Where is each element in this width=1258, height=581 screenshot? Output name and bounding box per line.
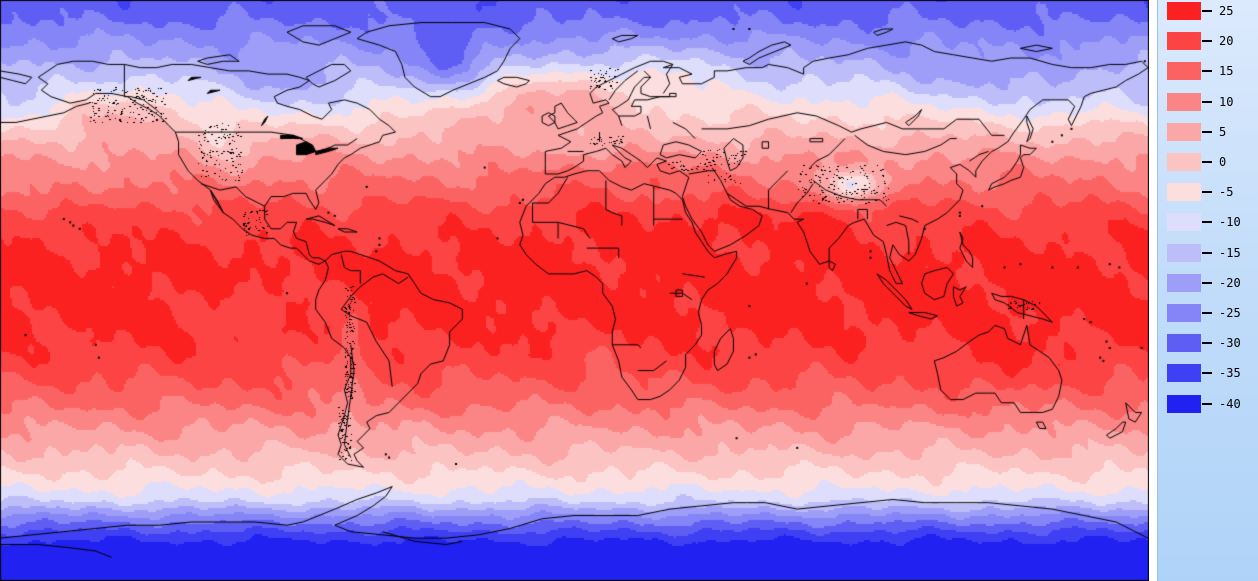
legend-label: -35 [1219,366,1241,381]
legend-swatch [1167,364,1201,383]
colorbar-legend: 25 20 15 10 5 0 -5 -10 -15 -20 -25 -30 -35 -40 [1157,0,1258,581]
legend-swatch [1167,183,1201,202]
legend-label: 5 [1219,124,1227,139]
legend-tick [1202,40,1212,43]
legend-label: 15 [1219,64,1234,79]
legend-swatch [1167,243,1201,262]
legend-label: 25 [1219,4,1234,18]
legend-entry-0: 0 [1167,153,1226,171]
legend-swatch [1167,2,1201,20]
legend-label: -10 [1219,215,1241,230]
legend-swatch [1167,153,1201,171]
legend-swatch [1167,304,1201,322]
legend-swatch [1167,122,1201,141]
legend-tick [1202,130,1212,133]
legend-tick [1202,251,1212,254]
legend-tick [1202,100,1212,103]
legend-tick [1202,402,1212,405]
legend-tick [1202,312,1212,314]
legend-tick [1202,161,1212,163]
legend-swatch [1167,273,1201,292]
legend-tick [1202,191,1212,194]
legend-swatch [1167,394,1201,413]
legend-entry-10: 10 [1167,92,1234,111]
legend-label: 10 [1219,94,1234,109]
legend-entry-25: 25 [1167,2,1233,20]
legend-tick [1202,342,1212,345]
legend-entry-5: 5 [1167,122,1227,141]
legend-entry--30: -30 [1167,334,1241,353]
legend-label: -20 [1219,275,1241,290]
legend-swatch [1167,32,1201,51]
legend-tick [1202,10,1212,12]
legend-label: -40 [1219,396,1241,411]
legend-label: -15 [1219,245,1241,260]
legend-tick [1202,221,1212,224]
legend-swatch [1167,334,1201,353]
legend-tick [1202,372,1212,375]
legend-entry-20: 20 [1167,32,1234,51]
legend-entry--15: -15 [1167,243,1241,262]
legend-label: -5 [1219,185,1234,200]
legend-entry-15: 15 [1167,62,1234,81]
legend-entry--40: -40 [1167,394,1241,413]
legend-label: -25 [1219,306,1241,320]
legend-swatch [1167,62,1201,81]
legend-tick [1202,281,1212,284]
legend-label: 20 [1219,34,1234,49]
legend-entry--20: -20 [1167,273,1241,292]
legend-entry--25: -25 [1167,304,1241,322]
temperature-map-canvas [0,0,1149,581]
legend-swatch [1167,213,1201,232]
legend-entry--5: -5 [1167,183,1234,202]
legend-label: -30 [1219,336,1241,351]
legend-entry--35: -35 [1167,364,1241,383]
legend-tick [1202,70,1212,73]
legend-entry--10: -10 [1167,213,1241,232]
legend-swatch [1167,92,1201,111]
legend-label: 0 [1219,155,1227,169]
